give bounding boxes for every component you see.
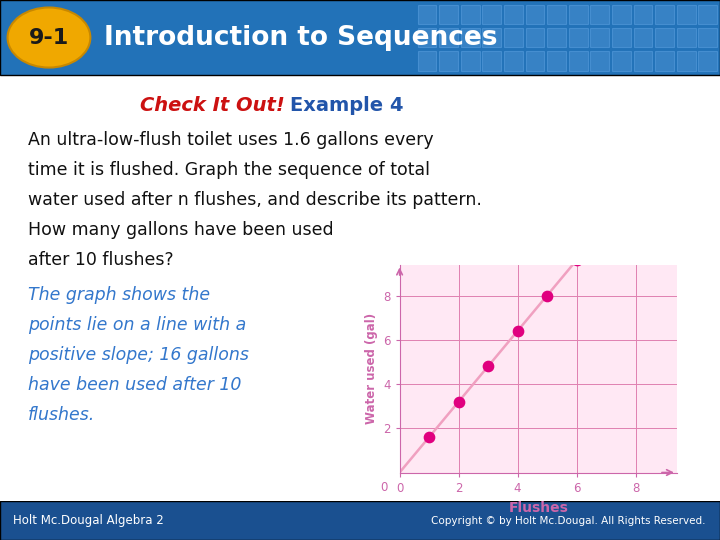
Point (541, 291, 553, 300)
Y-axis label: Water used (gal): Water used (gal) (364, 313, 377, 424)
FancyBboxPatch shape (504, 4, 523, 24)
FancyBboxPatch shape (0, 0, 720, 75)
FancyBboxPatch shape (504, 51, 523, 71)
FancyBboxPatch shape (547, 28, 566, 48)
FancyBboxPatch shape (482, 4, 501, 24)
FancyBboxPatch shape (590, 4, 609, 24)
Text: An ultra-low-flush toilet uses 1.6 gallons every: An ultra-low-flush toilet uses 1.6 gallo… (28, 131, 433, 149)
Text: water used after n flushes, and describe its pattern.: water used after n flushes, and describe… (28, 191, 482, 209)
Text: points lie on a line with a: points lie on a line with a (28, 316, 246, 334)
Text: 9-1: 9-1 (29, 28, 69, 48)
FancyBboxPatch shape (439, 28, 458, 48)
FancyBboxPatch shape (569, 51, 588, 71)
Text: How many gallons have been used: How many gallons have been used (28, 221, 333, 239)
FancyBboxPatch shape (655, 4, 674, 24)
FancyBboxPatch shape (698, 51, 717, 71)
Text: Example 4: Example 4 (290, 96, 403, 115)
FancyBboxPatch shape (612, 28, 631, 48)
FancyBboxPatch shape (547, 4, 566, 24)
Ellipse shape (8, 8, 91, 68)
FancyBboxPatch shape (634, 51, 652, 71)
FancyBboxPatch shape (482, 51, 501, 71)
Text: time it is flushed. Graph the sequence of total: time it is flushed. Graph the sequence o… (28, 161, 430, 179)
Text: flushes.: flushes. (28, 406, 95, 424)
Text: The graph shows the: The graph shows the (28, 286, 210, 304)
FancyBboxPatch shape (655, 28, 674, 48)
FancyBboxPatch shape (526, 4, 544, 24)
FancyBboxPatch shape (461, 51, 480, 71)
FancyBboxPatch shape (482, 28, 501, 48)
Text: after 10 flushes?: after 10 flushes? (28, 251, 174, 269)
Text: have been used after 10: have been used after 10 (28, 376, 241, 394)
FancyBboxPatch shape (461, 28, 480, 48)
FancyBboxPatch shape (547, 51, 566, 71)
FancyBboxPatch shape (526, 28, 544, 48)
Point (571, 256, 582, 265)
X-axis label: Flushes: Flushes (508, 502, 568, 516)
FancyBboxPatch shape (439, 51, 458, 71)
FancyBboxPatch shape (504, 28, 523, 48)
FancyBboxPatch shape (590, 28, 609, 48)
Text: Holt Mc.Dougal Algebra 2: Holt Mc.Dougal Algebra 2 (13, 514, 163, 527)
Text: 0: 0 (380, 481, 388, 494)
FancyBboxPatch shape (677, 51, 696, 71)
FancyBboxPatch shape (698, 28, 717, 48)
FancyBboxPatch shape (634, 28, 652, 48)
FancyBboxPatch shape (0, 501, 720, 540)
FancyBboxPatch shape (612, 4, 631, 24)
Text: Check It Out!: Check It Out! (140, 96, 285, 115)
FancyBboxPatch shape (569, 4, 588, 24)
Text: Copyright © by Holt Mc.Dougal. All Rights Reserved.: Copyright © by Holt Mc.Dougal. All Right… (431, 516, 706, 525)
FancyBboxPatch shape (439, 4, 458, 24)
FancyBboxPatch shape (590, 51, 609, 71)
Point (453, 397, 464, 406)
Point (423, 433, 435, 441)
FancyBboxPatch shape (677, 4, 696, 24)
FancyBboxPatch shape (698, 4, 717, 24)
FancyBboxPatch shape (634, 4, 652, 24)
FancyBboxPatch shape (677, 28, 696, 48)
Point (482, 362, 494, 370)
Point (512, 327, 523, 335)
FancyBboxPatch shape (526, 51, 544, 71)
Text: positive slope; 16 gallons: positive slope; 16 gallons (28, 346, 249, 364)
FancyBboxPatch shape (612, 51, 631, 71)
FancyBboxPatch shape (418, 51, 436, 71)
FancyBboxPatch shape (418, 28, 436, 48)
Text: Introduction to Sequences: Introduction to Sequences (104, 24, 498, 51)
FancyBboxPatch shape (461, 4, 480, 24)
FancyBboxPatch shape (418, 4, 436, 24)
FancyBboxPatch shape (569, 28, 588, 48)
FancyBboxPatch shape (655, 51, 674, 71)
